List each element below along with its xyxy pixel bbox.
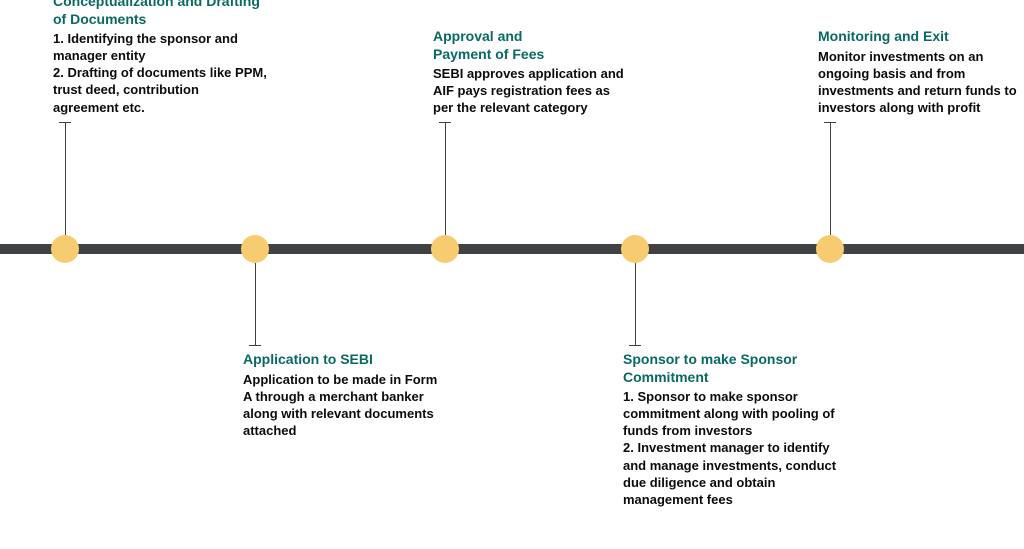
connector xyxy=(830,122,831,235)
step-body: Application to be made in Form A through… xyxy=(243,371,443,440)
timeline-diagram: Conceptualization and Drafting of Docume… xyxy=(0,0,1024,549)
timeline-node xyxy=(431,235,459,263)
timeline-node xyxy=(816,235,844,263)
timeline-bar xyxy=(0,244,1024,254)
connector-tick xyxy=(824,122,836,123)
timeline-node xyxy=(51,235,79,263)
step-title: Application to SEBI xyxy=(243,351,443,369)
step-body: 1. Sponsor to make sponsor commitment al… xyxy=(623,388,838,508)
connector xyxy=(65,122,66,235)
connector-tick xyxy=(59,122,71,123)
step-label: Approval and Payment of FeesSEBI approve… xyxy=(433,28,633,116)
step-body: SEBI approves application and AIF pays r… xyxy=(433,65,633,116)
step-label: Application to SEBI Application to be mad… xyxy=(243,351,443,439)
connector xyxy=(445,122,446,235)
connector-tick xyxy=(629,345,641,346)
connector xyxy=(635,263,636,345)
connector xyxy=(255,263,256,345)
step-title: Monitoring and Exit xyxy=(818,28,1023,46)
timeline-node xyxy=(241,235,269,263)
connector-tick xyxy=(249,345,261,346)
step-title: Conceptualization and Drafting of Docume… xyxy=(53,0,268,28)
timeline-node xyxy=(621,235,649,263)
step-body: 1. Identifying the sponsor and manager e… xyxy=(53,30,268,116)
step-body: Monitor investments on an ongoing basis … xyxy=(818,48,1023,117)
step-label: Monitoring and Exit Monitor investments o… xyxy=(818,28,1023,116)
step-title: Sponsor to make Sponsor Commitment xyxy=(623,351,838,386)
step-label: Conceptualization and Drafting of Docume… xyxy=(53,0,268,116)
step-title: Approval and Payment of Fees xyxy=(433,28,633,63)
step-label: Sponsor to make Sponsor Commitment1. Spo… xyxy=(623,351,838,508)
connector-tick xyxy=(439,122,451,123)
